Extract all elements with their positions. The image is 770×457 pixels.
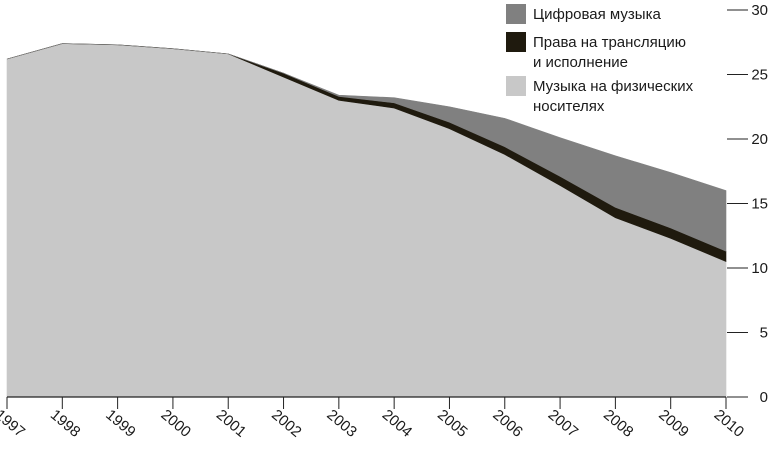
x-tick-label: 1999 [102,406,138,440]
x-tick-label: 1998 [47,406,83,440]
legend-label: Музыка на физических [533,78,694,95]
legend-label: Права на трансляцию [533,34,686,51]
y-tick-label: 20 [751,131,768,148]
x-tick-label: 2006 [489,406,525,440]
x-tick-label: 2010 [711,406,747,440]
y-tick-label: 10 [751,260,768,277]
legend-swatch [506,32,526,52]
x-tick-label: 2008 [600,406,636,440]
y-tick-label: 5 [760,325,768,342]
legend-label: Цифровая музыка [533,6,661,23]
x-tick-label: 2003 [323,406,359,440]
x-tick-label: 2005 [434,406,470,440]
x-axis: 1997 1998 1999 2000 2001 2002 2003 2004 2005 2006… [0,396,747,441]
x-tick-label: 2000 [158,406,194,440]
y-tick-label: 15 [751,196,768,213]
x-tick-label: 2004 [379,406,415,440]
x-tick-label: 2001 [213,406,249,440]
series-area-3 [6,43,727,252]
y-tick-label: 0 [760,389,768,406]
y-tick-label: 30 [751,2,768,19]
y-axis: 0 5 10 15 20 25 30 [727,2,768,406]
legend-swatch [506,4,526,24]
legend-swatch [506,76,526,96]
y-tick-label: 25 [751,67,768,84]
legend-label: носителях [533,98,605,115]
legend: Цифровая музыка Права на трансляцию и испо… [506,4,694,115]
legend-label: и исполнение [533,54,628,71]
x-tick-label: 2002 [268,406,304,440]
area-layer [6,43,727,398]
x-tick-label: 1997 [0,406,28,440]
x-tick-label: 2009 [655,406,691,440]
x-tick-label: 2007 [545,406,581,440]
